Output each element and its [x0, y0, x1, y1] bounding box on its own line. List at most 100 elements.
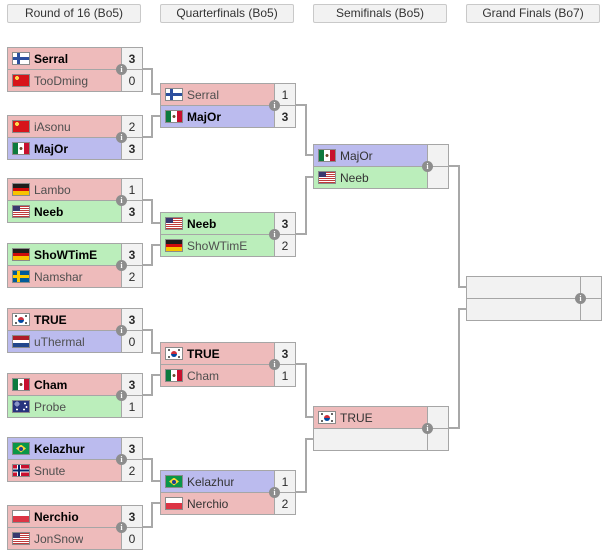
connector-segment — [143, 458, 152, 460]
player-name[interactable]: TRUE — [187, 346, 220, 361]
flag-icon — [12, 400, 30, 413]
player-name[interactable]: Neeb — [340, 170, 369, 185]
player-name[interactable]: Cham — [187, 368, 220, 383]
flag-icon — [12, 52, 30, 65]
flag-icon — [165, 347, 183, 360]
score-cell: 0 — [121, 331, 142, 352]
info-icon[interactable]: i — [269, 487, 280, 498]
player-row: Neeb 3 — [8, 201, 142, 222]
connector-segment — [296, 104, 306, 106]
player-name[interactable]: MajOr — [187, 109, 222, 124]
connector-segment — [296, 233, 306, 235]
info-icon[interactable]: i — [269, 229, 280, 240]
match-r16-2: iAsonu 2 MajOr 3 i — [7, 115, 143, 160]
player-name[interactable]: Cham — [34, 377, 68, 392]
player-name[interactable]: Nerchio — [34, 509, 79, 524]
info-icon[interactable]: i — [116, 522, 127, 533]
match-qf-2: Neeb 3 ShoWTimE 2 i — [160, 212, 296, 257]
player-name[interactable]: ShoWTimE — [187, 238, 248, 253]
match-sf-1: MajOr Neeb i — [313, 144, 449, 189]
player-row: Namshar 2 — [8, 266, 142, 287]
player-name[interactable]: TooDming — [34, 73, 89, 88]
flag-icon — [318, 411, 336, 424]
player-row: Probe 1 — [8, 396, 142, 417]
info-icon[interactable]: i — [116, 454, 127, 465]
player-row: TRUE 3 — [8, 309, 142, 331]
match-sf-2: TRUE i — [313, 406, 449, 451]
score-cell: 1 — [274, 471, 295, 492]
connector-segment — [296, 363, 306, 365]
info-icon[interactable]: i — [116, 325, 127, 336]
player-name[interactable]: ShoWTimE — [34, 247, 98, 262]
player-name[interactable]: Snute — [34, 463, 66, 478]
connector-segment — [449, 165, 459, 167]
score-cell — [427, 167, 448, 188]
player-name[interactable]: Kelazhur — [187, 474, 235, 489]
player-name[interactable]: Probe — [34, 399, 67, 414]
connector-segment — [151, 352, 161, 354]
player-name[interactable]: JonSnow — [34, 531, 84, 546]
player-name[interactable]: Neeb — [34, 204, 64, 219]
match-r16-6: Cham 3 Probe 1 i — [7, 373, 143, 418]
connector-segment — [151, 244, 153, 266]
player-name[interactable]: Namshar — [34, 269, 83, 284]
connector-segment — [143, 329, 152, 331]
player-name[interactable]: Serral — [34, 51, 69, 66]
score-cell — [580, 299, 601, 320]
player-name[interactable]: Lambo — [34, 182, 71, 197]
score-cell: 0 — [121, 528, 142, 549]
player-name[interactable]: uThermal — [34, 334, 85, 349]
flag-icon — [165, 88, 183, 101]
player-row: Cham 1 — [161, 365, 295, 386]
info-icon[interactable]: i — [116, 260, 127, 271]
info-icon[interactable]: i — [575, 293, 586, 304]
round-header-grand-finals: Grand Finals (Bo7) — [466, 4, 600, 23]
info-icon[interactable]: i — [269, 100, 280, 111]
flag-icon — [12, 270, 30, 283]
player-name[interactable]: TRUE — [340, 410, 373, 425]
score-cell — [427, 429, 448, 450]
connector-segment — [151, 199, 153, 224]
player-row: iAsonu 2 — [8, 116, 142, 138]
connector-segment — [151, 374, 153, 396]
match-r16-1: Serral 3 TooDming 0 i — [7, 47, 143, 92]
connector-segment — [458, 165, 460, 288]
player-name[interactable]: TRUE — [34, 312, 67, 327]
match-r16-7: Kelazhur 3 Snute 2 i — [7, 437, 143, 482]
player-row: MajOr 3 — [161, 106, 295, 127]
score-cell: 0 — [121, 70, 142, 91]
connector-segment — [151, 458, 153, 482]
flag-icon — [165, 217, 183, 230]
player-name[interactable]: Nerchio — [187, 496, 229, 511]
round-header-ro16: Round of 16 (Bo5) — [7, 4, 141, 23]
info-icon[interactable]: i — [116, 132, 127, 143]
player-name[interactable]: MajOr — [34, 141, 69, 156]
player-name[interactable]: MajOr — [340, 148, 373, 163]
info-icon[interactable]: i — [269, 359, 280, 370]
player-row — [467, 299, 601, 320]
match-qf-4: Kelazhur 1 Nerchio 2 i — [160, 470, 296, 515]
flag-icon — [165, 497, 183, 510]
info-icon[interactable]: i — [422, 161, 433, 172]
connector-segment — [151, 68, 153, 95]
player-row — [314, 429, 448, 450]
player-row: TooDming 0 — [8, 70, 142, 91]
info-icon[interactable]: i — [116, 195, 127, 206]
connector-segment — [151, 222, 161, 224]
info-icon[interactable]: i — [422, 423, 433, 434]
player-name[interactable]: Serral — [187, 87, 220, 102]
connector-segment — [305, 438, 314, 440]
player-name[interactable]: iAsonu — [34, 119, 71, 134]
player-name[interactable]: Neeb — [187, 216, 217, 231]
info-icon[interactable]: i — [116, 64, 127, 75]
score-cell: 1 — [121, 396, 142, 417]
player-row: uThermal 0 — [8, 331, 142, 352]
flag-icon — [12, 183, 30, 196]
player-name[interactable]: Kelazhur — [34, 441, 85, 456]
connector-segment — [151, 329, 153, 354]
connector-segment — [296, 491, 306, 493]
connector-segment — [143, 526, 152, 528]
connector-segment — [151, 480, 161, 482]
info-icon[interactable]: i — [116, 390, 127, 401]
